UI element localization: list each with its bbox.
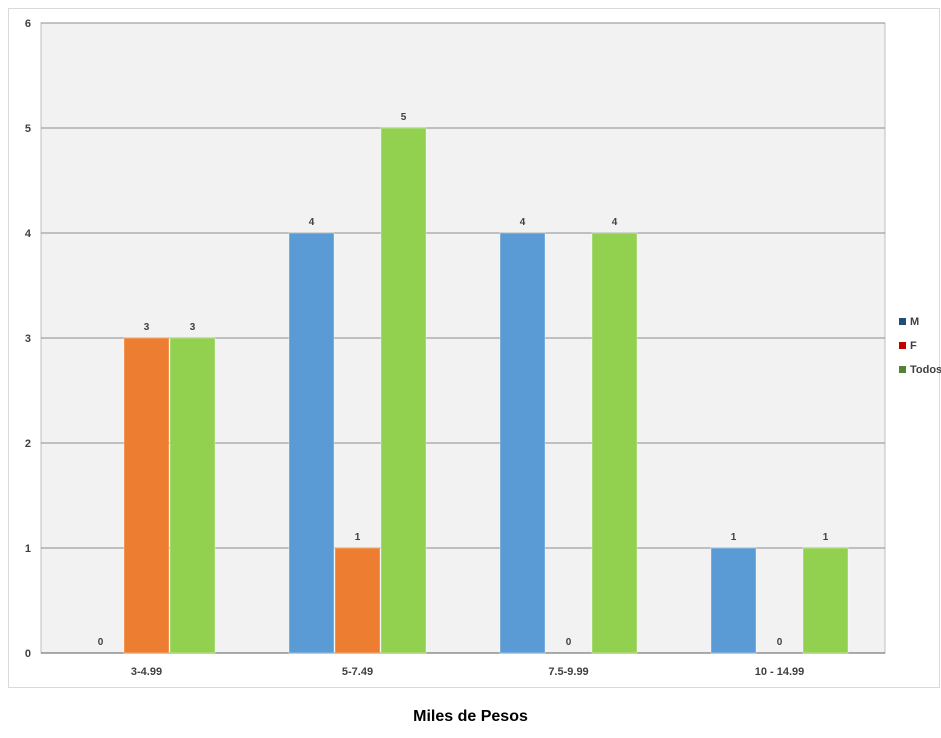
y-tick-label: 1: [25, 543, 31, 555]
data-label: 4: [309, 217, 315, 228]
data-label: 1: [731, 532, 737, 543]
bar-todos-1: [380, 127, 427, 654]
data-label: 1: [355, 532, 361, 543]
data-label: 0: [566, 637, 572, 648]
bar-f-0: [123, 337, 170, 654]
bar-todos-2: [591, 232, 638, 654]
bar-m-2: [499, 232, 546, 654]
legend-swatch-todos: [899, 366, 906, 373]
bar-m-1: [288, 232, 335, 654]
x-tick-label: 7.5-9.99: [548, 666, 588, 678]
bar-m-3: [710, 547, 757, 654]
data-label: 3: [144, 322, 150, 333]
x-tick-label: 3-4.99: [131, 666, 162, 678]
y-tick-label: 5: [25, 123, 31, 135]
legend-swatch-m: [899, 318, 906, 325]
y-tick-label: 2: [25, 438, 31, 450]
data-label: 5: [401, 112, 407, 123]
bar-todos-0: [169, 337, 216, 654]
legend-swatch-f: [899, 342, 906, 349]
y-tick-label: 4: [25, 228, 32, 240]
x-tick-label: 5-7.49: [342, 666, 373, 678]
data-label: 3: [190, 322, 196, 333]
data-label: 0: [777, 637, 783, 648]
bar-chart: 0 1 2 3 4 5 6 0 3 3 3-4.99 4 1 5 5-7.49 4 0 4 7.5-9.99 1 0 1 1…: [25, 18, 941, 678]
data-label: 4: [612, 217, 618, 228]
legend-label: Todos: [910, 364, 941, 376]
bar-todos-3: [802, 547, 849, 654]
data-label: 0: [98, 637, 104, 648]
legend-label: F: [910, 340, 917, 352]
legend-label: M: [910, 316, 919, 328]
bar-f-1: [334, 547, 381, 654]
chart-frame: 0 1 2 3 4 5 6 0 3 3 3-4.99 4 1 5 5-7.49 4 0 4 7.5-9.99 1 0 1 1…: [8, 8, 941, 688]
y-tick-label: 0: [25, 648, 31, 660]
y-tick-label: 6: [25, 18, 31, 30]
data-label: 1: [823, 532, 829, 543]
y-tick-label: 3: [25, 333, 31, 345]
data-label: 4: [520, 217, 526, 228]
x-axis-title: Miles de Pesos: [413, 708, 528, 725]
x-tick-label: 10 - 14.99: [755, 666, 805, 678]
